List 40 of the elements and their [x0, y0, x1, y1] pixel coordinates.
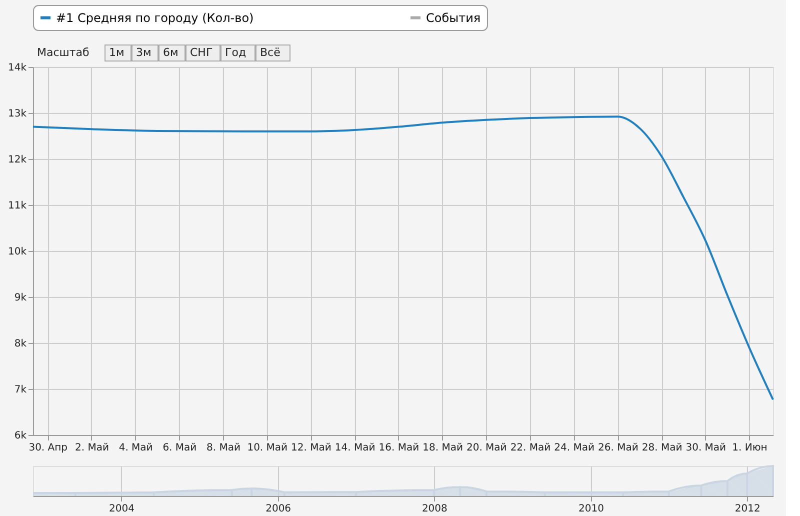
x-tick-label: 6. Май — [162, 442, 197, 454]
x-tick-label: 24. Май — [554, 442, 595, 454]
y-tick-label: 8k — [14, 338, 27, 350]
x-tick-label: 2004 — [109, 504, 134, 514]
y-tick-label: 9k — [14, 292, 27, 304]
x-tick-label: 2006 — [266, 504, 292, 514]
legend-label: #1 Средняя по городу (Кол-во) — [56, 10, 254, 25]
x-tick-label: 2012 — [734, 504, 760, 514]
text: Масштаб — [37, 46, 90, 59]
x-tick-label: 1. Июн — [732, 442, 768, 454]
x-tick-label: 22. Май — [510, 442, 551, 454]
text: СНГ — [190, 46, 213, 59]
y-tick-label: 11k — [8, 200, 27, 212]
text: 6м — [163, 46, 178, 59]
x-tick-label: 12. Май — [291, 442, 332, 454]
x-tick-label: 2010 — [578, 504, 604, 514]
x-tick-label: 14. Май — [334, 442, 376, 454]
x-tick-label: 4. Май — [118, 442, 153, 454]
y-tick-label: 7k — [14, 384, 27, 396]
x-tick-label: 16. Май — [378, 442, 420, 454]
x-tick-label: 2. Май — [74, 442, 109, 454]
y-tick-label: 14k — [8, 62, 27, 74]
x-tick-label: 8. Май — [206, 442, 241, 454]
legend-label: События — [426, 10, 481, 25]
y-tick-label: 13k — [8, 108, 27, 120]
text: Год — [225, 46, 246, 59]
x-tick-label: 30. Апр — [28, 442, 68, 454]
text: Всё — [260, 46, 281, 59]
x-tick-label: 20. Май — [466, 442, 507, 454]
x-tick-label: 30. Май — [686, 442, 726, 454]
y-tick-label: 10k — [8, 246, 27, 258]
x-tick-label: 28. Май — [642, 442, 682, 454]
x-tick-label: 10. Май — [247, 442, 288, 454]
y-tick-label: 6k — [14, 430, 27, 442]
x-tick-label: 2008 — [422, 504, 448, 514]
text: 1м — [109, 46, 124, 59]
y-tick-label: 12k — [8, 154, 27, 166]
x-tick-label: 18. Май — [422, 442, 463, 454]
text: 3м — [136, 46, 152, 59]
x-tick-label: 26. Май — [598, 442, 638, 454]
